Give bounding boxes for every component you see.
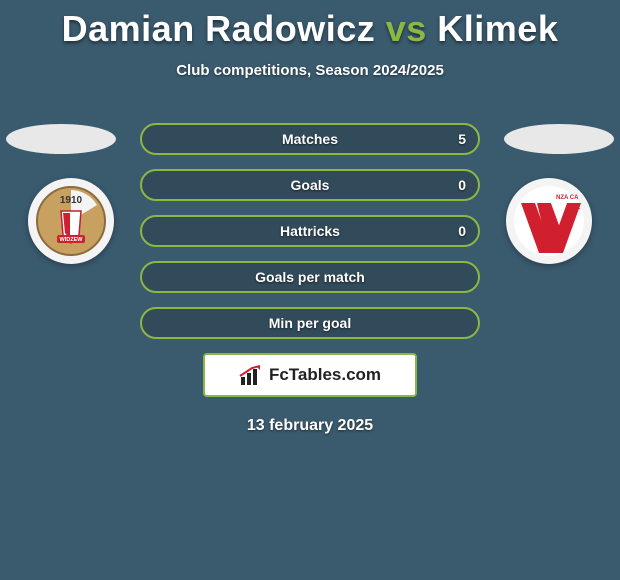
- stat-label: Hattricks: [280, 223, 340, 239]
- club-logo-left: 1910 WIDZEW: [28, 178, 114, 264]
- club-logo-right: NZA CA 1902: [506, 178, 592, 264]
- stats-container: Matches 5 Goals 0 Hattricks 0 Goals per …: [140, 123, 480, 339]
- subtitle: Club competitions, Season 2024/2025: [0, 62, 620, 79]
- stat-label: Min per goal: [269, 315, 351, 331]
- branding-text: FcTables.com: [269, 365, 381, 385]
- stat-row-matches: Matches 5: [140, 123, 480, 155]
- stat-right-value: 0: [458, 177, 466, 193]
- comparison-title: Damian Radowicz vs Klimek: [0, 0, 620, 50]
- vicenza-badge-icon: NZA CA 1902: [513, 185, 585, 257]
- widzew-badge-icon: 1910 WIDZEW: [35, 185, 107, 257]
- stat-row-min-per-goal: Min per goal: [140, 307, 480, 339]
- stat-label: Goals: [291, 177, 330, 193]
- svg-text:WIDZEW: WIDZEW: [60, 237, 84, 243]
- player1-name: Damian Radowicz: [62, 8, 376, 49]
- svg-text:NZA CA: NZA CA: [556, 195, 579, 201]
- club-left-year: 1910: [60, 195, 83, 206]
- player2-platform: [504, 124, 614, 154]
- stat-row-goals-per-match: Goals per match: [140, 261, 480, 293]
- stat-row-goals: Goals 0: [140, 169, 480, 201]
- comparison-date: 13 february 2025: [0, 417, 620, 435]
- stat-label: Goals per match: [255, 269, 365, 285]
- player1-platform: [6, 124, 116, 154]
- vs-text: vs: [386, 8, 427, 49]
- stat-label: Matches: [282, 131, 338, 147]
- stat-right-value: 5: [458, 131, 466, 147]
- bar-chart-icon: [239, 363, 263, 387]
- branding-box[interactable]: FcTables.com: [203, 353, 417, 397]
- stat-row-hattricks: Hattricks 0: [140, 215, 480, 247]
- stat-right-value: 0: [458, 223, 466, 239]
- player2-name: Klimek: [437, 8, 558, 49]
